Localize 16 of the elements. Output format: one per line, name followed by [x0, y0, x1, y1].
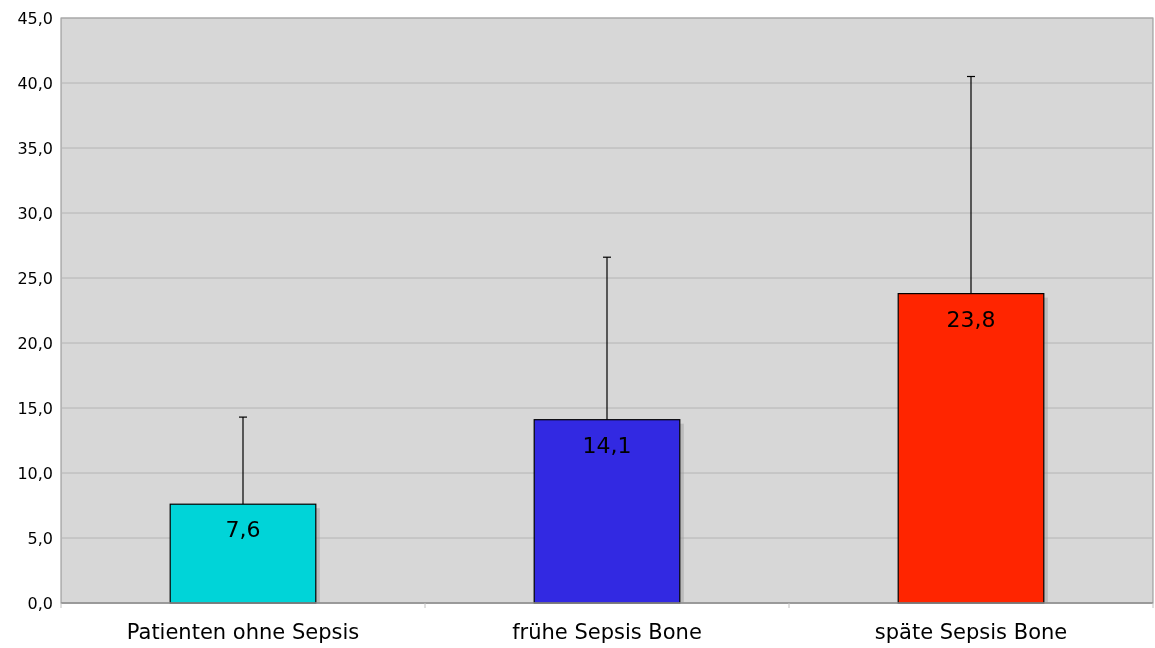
x-tick-label: Patienten ohne Sepsis [126, 620, 360, 644]
y-tick-label: 35,0 [17, 138, 53, 158]
y-tick-label: 10,0 [17, 463, 53, 483]
y-tick-label: 20,0 [17, 333, 53, 353]
data-label: 23,8 [946, 306, 996, 332]
x-tick-label: frühe Sepsis Bone [512, 620, 702, 644]
y-tick-label: 5,0 [27, 528, 53, 548]
data-label: 7,6 [225, 517, 261, 543]
x-tick-label: späte Sepsis Bone [874, 620, 1068, 644]
data-label: 14,1 [582, 432, 632, 458]
y-tick-label: 25,0 [17, 268, 53, 288]
y-tick-label: 45,0 [17, 8, 53, 28]
y-tick-label: 30,0 [17, 203, 53, 223]
y-tick-label: 40,0 [17, 73, 53, 93]
y-tick-label: 0,0 [27, 593, 53, 613]
y-tick-label: 15,0 [17, 398, 53, 418]
